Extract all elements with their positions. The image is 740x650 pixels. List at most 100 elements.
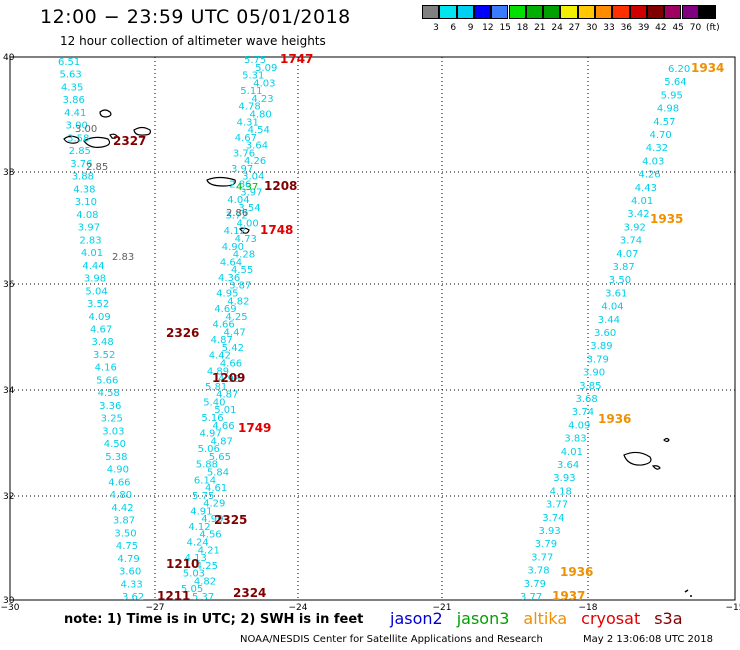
wave-height-value: 4.66 bbox=[212, 320, 234, 331]
island-outline bbox=[623, 451, 652, 466]
wave-height-value: 3.78 bbox=[527, 566, 549, 577]
legend-label: 36 bbox=[620, 23, 633, 33]
wave-height-value: 4.87 bbox=[216, 390, 238, 401]
wave-height-value: 3.87 bbox=[613, 262, 635, 273]
wave-height-value: 4.28 bbox=[233, 250, 255, 261]
wave-height-value: 5.64 bbox=[664, 77, 686, 88]
wave-height-value: 3.44 bbox=[598, 315, 620, 326]
island-outline bbox=[83, 136, 111, 148]
legend-label: 3 bbox=[433, 23, 439, 33]
wave-height-value: 4.24 bbox=[186, 538, 208, 549]
page-title: 12:00 − 23:59 UTC 05/01/2018 bbox=[40, 6, 351, 28]
wave-height-value: 3.86 bbox=[63, 95, 85, 106]
wave-height-value: 5.09 bbox=[255, 63, 277, 74]
wave-height-value: 4.25 bbox=[225, 312, 247, 323]
wave-height-value: 4.29 bbox=[203, 499, 225, 510]
legend-label: 39 bbox=[637, 23, 650, 33]
wave-height-value: 3.68 bbox=[576, 394, 598, 405]
pass-time-label: 1208 bbox=[264, 179, 297, 193]
wave-height-value: 4.58 bbox=[98, 388, 120, 399]
legend-swatch bbox=[595, 5, 613, 19]
wave-height-value: 4.87 bbox=[211, 335, 233, 346]
wave-height-value: 4.61 bbox=[205, 483, 227, 494]
wave-height-value: 3.97 bbox=[240, 187, 262, 198]
wave-height-value: 2.83 bbox=[112, 252, 134, 263]
wave-height-value: 4.56 bbox=[199, 530, 221, 541]
wave-height-value: 3.98 bbox=[84, 274, 106, 285]
wave-height-value: 4.79 bbox=[117, 554, 139, 565]
legend-swatch bbox=[456, 5, 474, 19]
wave-height-value: 3.87 bbox=[229, 281, 251, 292]
wave-height-value: 4.66 bbox=[212, 421, 234, 432]
wave-height-value: 3.87 bbox=[113, 516, 135, 527]
wave-height-value: 4.67 bbox=[235, 133, 257, 144]
wave-height-value: 4.82 bbox=[227, 296, 249, 307]
wave-height-value: 3.52 bbox=[87, 299, 109, 310]
wave-height-value: 3.88 bbox=[72, 172, 94, 183]
pass-time-label: 1936 bbox=[598, 412, 631, 426]
wave-height-value: 3.00 bbox=[75, 124, 97, 135]
time-labels: 1747 2327 1208 1748 2326 1209 1749 2325 1210 1211… bbox=[113, 52, 724, 603]
page-subtitle: 12 hour collection of altimeter wave hei… bbox=[60, 34, 326, 48]
wave-height-value: 3.77 bbox=[531, 552, 553, 563]
wave-height-value: 5.01 bbox=[214, 405, 236, 416]
wave-height-value: 4.66 bbox=[108, 477, 130, 488]
wave-height-value: 4.99 bbox=[201, 514, 223, 525]
legend-label: 27 bbox=[568, 23, 581, 33]
wave-height-value: 4.26 bbox=[638, 170, 660, 181]
wave-height-value: 4.47 bbox=[224, 327, 246, 338]
wave-height-value: 6.14 bbox=[194, 475, 216, 486]
satellite-legend: jason2 jason3 altika cryosat s3a bbox=[390, 609, 697, 628]
wave-height-value: 4.25 bbox=[196, 561, 218, 572]
island-outline bbox=[684, 589, 692, 597]
wave-height-value: 6.20 bbox=[668, 64, 690, 75]
wave-height-value: 4.78 bbox=[238, 102, 260, 113]
legend-label: 70 bbox=[689, 23, 702, 33]
wave-height-value: 3.92 bbox=[624, 222, 646, 233]
wave-height-value: 4.73 bbox=[235, 234, 257, 245]
wave-height-value: 5.31 bbox=[242, 71, 264, 82]
wave-height-value: 4.41 bbox=[64, 108, 86, 119]
island-outline bbox=[133, 126, 151, 136]
pass-time-label: 2325 bbox=[214, 513, 247, 527]
wave-height-value: 5.05 bbox=[181, 584, 203, 595]
longitude-label: −24 bbox=[289, 603, 308, 613]
legend-swatch bbox=[491, 5, 509, 19]
wave-height-value: 3.77 bbox=[520, 592, 542, 603]
wave-height-value: 5.38 bbox=[105, 452, 127, 463]
legend-label: 6 bbox=[450, 23, 457, 33]
legend-swatch bbox=[525, 5, 544, 19]
wave-height-value: 3.04 bbox=[242, 172, 264, 183]
wave-height-value: 4.36 bbox=[218, 273, 240, 284]
longitude-label: −30 bbox=[1, 603, 20, 613]
wave-height-value: 5.75 bbox=[244, 55, 266, 66]
wave-height-value: 5.84 bbox=[207, 467, 229, 478]
wave-height-value: 2.86 bbox=[229, 180, 251, 191]
map-frame bbox=[9, 56, 736, 601]
generation-timestamp: May 2 13:06:08 UTC 2018 bbox=[583, 634, 713, 645]
wave-height-value: 4.64 bbox=[220, 257, 242, 268]
wave-height-value: 4.38 bbox=[73, 184, 95, 195]
pass-time-label: 1209 bbox=[212, 371, 245, 385]
legend-label: 12 bbox=[482, 23, 494, 33]
island-outline bbox=[651, 465, 661, 470]
wave-height-value: 4.87 bbox=[211, 436, 233, 447]
wave-height-value: 3.76 bbox=[70, 159, 92, 170]
legend-swatch bbox=[560, 5, 578, 19]
legend-label: 21 bbox=[534, 23, 546, 33]
wave-height-value: 4.98 bbox=[218, 374, 240, 385]
wave-height-value: 4.90 bbox=[222, 242, 244, 253]
satellite-name: cryosat bbox=[581, 609, 641, 628]
wave-height-value: 4.08 bbox=[76, 210, 98, 221]
wave-height-value: 6.51 bbox=[58, 57, 80, 68]
latitude-label: 40 bbox=[3, 53, 15, 63]
legend-label: 30 bbox=[585, 23, 598, 33]
pass-time-label: 2326 bbox=[166, 326, 199, 340]
wave-height-value: 4.09 bbox=[88, 312, 110, 323]
wave-height-value: 3.72 bbox=[225, 211, 247, 222]
wave-height-value: 3.60 bbox=[594, 328, 616, 339]
latitude-label: 38 bbox=[3, 168, 15, 178]
wave-height-value: 4.04 bbox=[227, 195, 249, 206]
satellite-name: jason2 bbox=[390, 609, 443, 628]
